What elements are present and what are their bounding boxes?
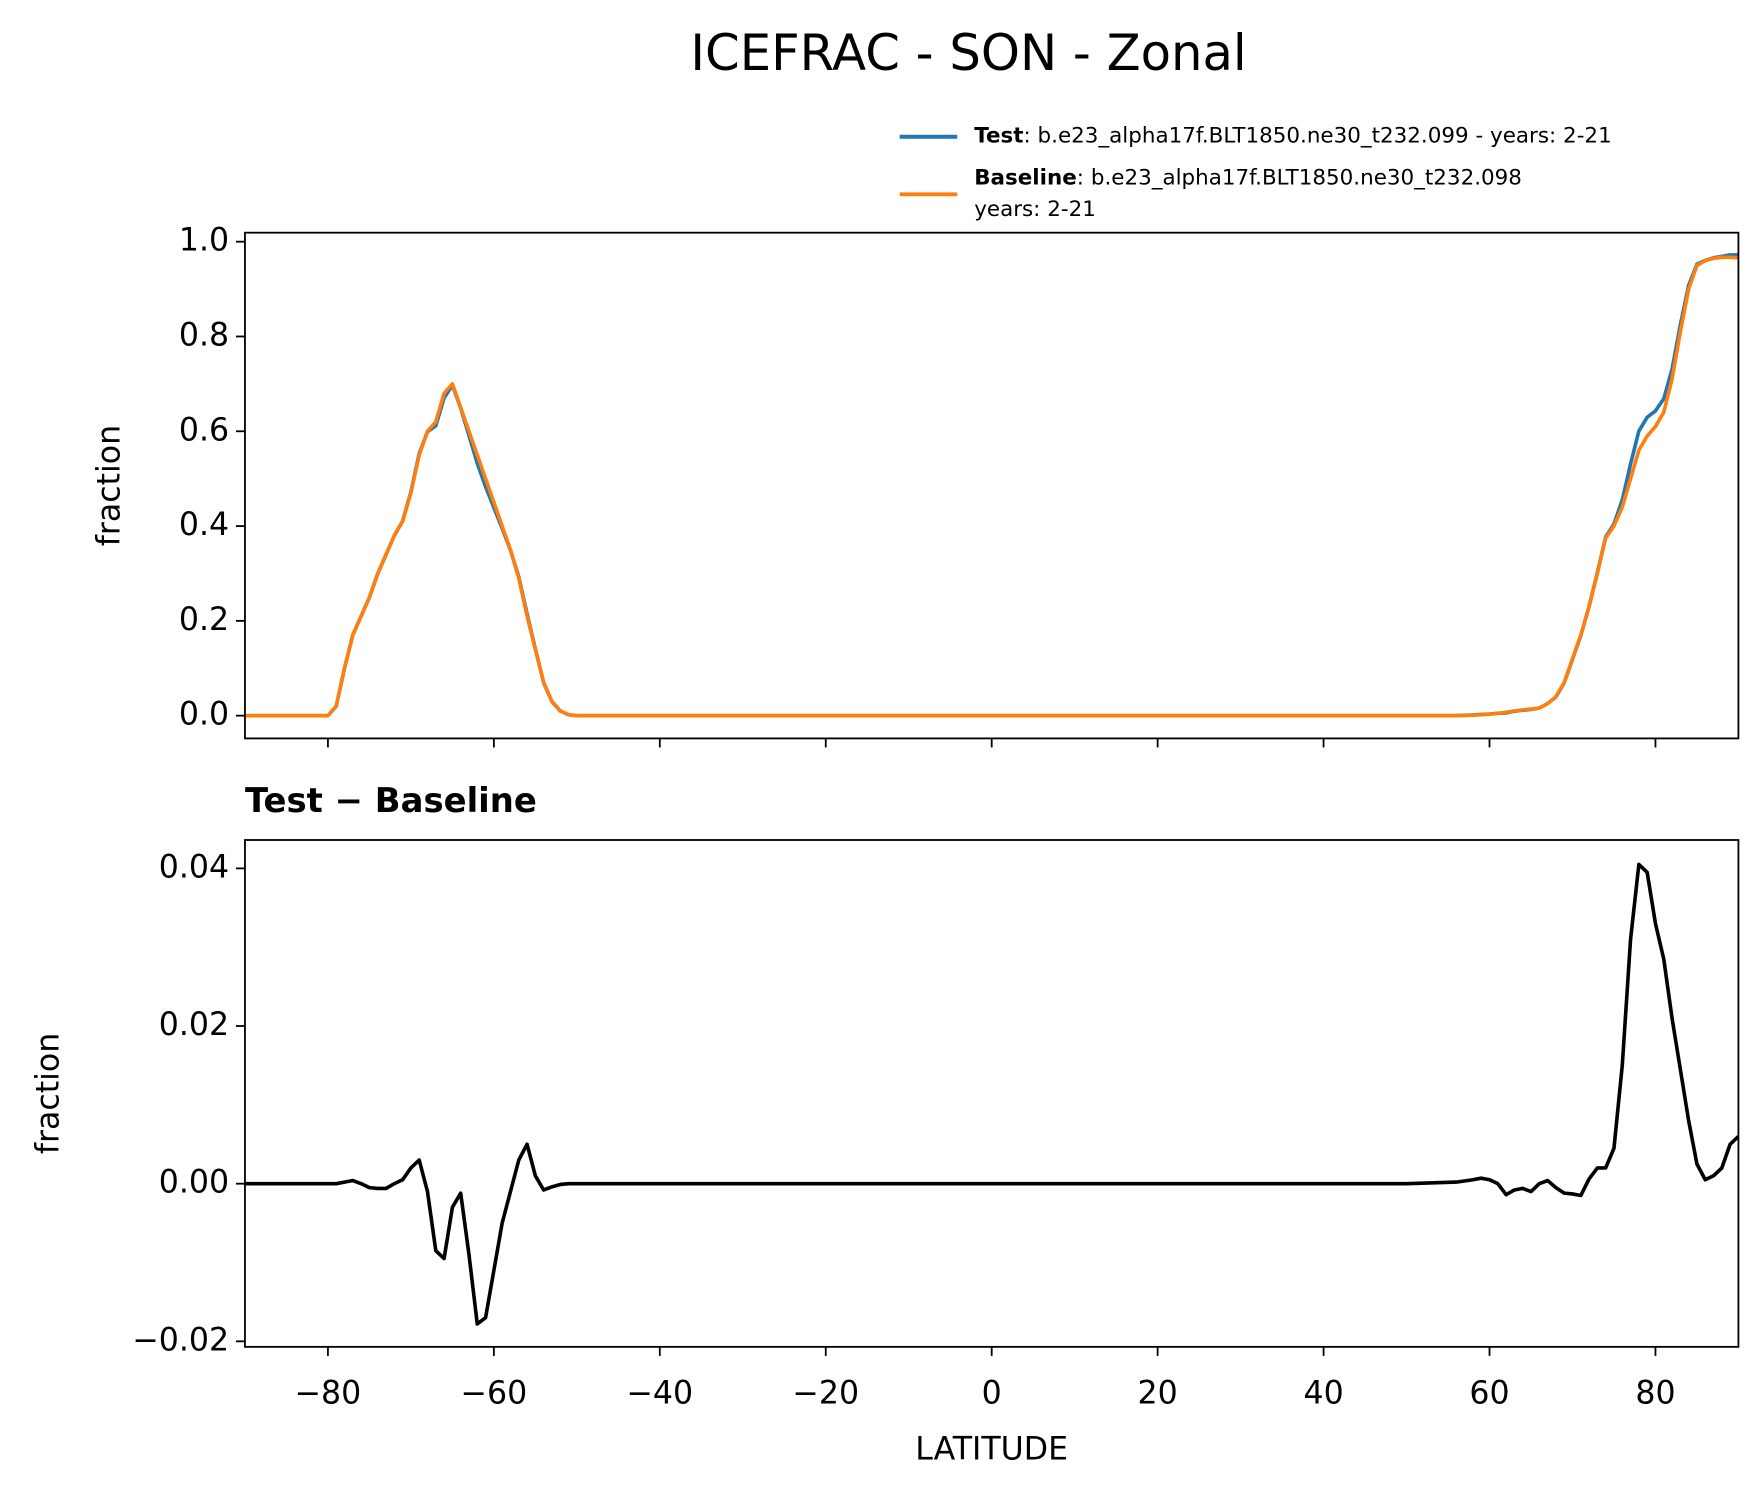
y-tick-label: 0.6 bbox=[179, 412, 229, 448]
y-axis-label: fraction bbox=[31, 1033, 67, 1154]
y-tick-label: 0.00 bbox=[159, 1165, 229, 1201]
y-tick-label: −0.02 bbox=[132, 1322, 229, 1358]
x-axis-label: LATITUDE bbox=[915, 1432, 1068, 1468]
data-line bbox=[244, 255, 1739, 718]
legend-name: Baseline bbox=[974, 165, 1077, 190]
y-tick-label: 0.04 bbox=[159, 849, 229, 885]
legend-label: Test: b.e23_alpha17f.BLT1850.ne30_t232.0… bbox=[974, 124, 1612, 149]
x-tick-label: 40 bbox=[1303, 1375, 1343, 1411]
y-tick-label: 0.02 bbox=[159, 1007, 229, 1043]
x-tick-label: 20 bbox=[1138, 1375, 1178, 1411]
y-tick-label: 0.2 bbox=[179, 602, 229, 638]
data-line bbox=[244, 862, 1739, 1326]
x-tick-label: 80 bbox=[1635, 1375, 1675, 1411]
legend-text: : b.e23_alpha17f.BLT1850.ne30_t232.098 bbox=[1077, 165, 1522, 190]
legend-text: years: 2-21 bbox=[974, 197, 1096, 222]
figure-title: ICEFRAC - SON - Zonal bbox=[690, 24, 1246, 82]
x-tick-label: −40 bbox=[626, 1375, 693, 1411]
legend-label: Baseline: b.e23_alpha17f.BLT1850.ne30_t2… bbox=[974, 165, 1522, 222]
legend-text: : b.e23_alpha17f.BLT1850.ne30_t232.099 -… bbox=[1024, 124, 1612, 149]
x-tick-label: −60 bbox=[461, 1375, 528, 1411]
y-tick-label: 0.0 bbox=[179, 697, 229, 733]
plot-frame bbox=[244, 231, 1740, 740]
y-tick-label: 0.8 bbox=[179, 317, 229, 353]
x-tick-label: −20 bbox=[792, 1375, 859, 1411]
x-tick-label: 0 bbox=[982, 1375, 1002, 1411]
plot-frame bbox=[244, 839, 1740, 1348]
x-tick-label: 60 bbox=[1469, 1375, 1509, 1411]
legend-name: Test bbox=[974, 124, 1023, 149]
y-tick-label: 0.4 bbox=[179, 507, 229, 543]
y-axis-label: fraction bbox=[92, 425, 128, 546]
subplot-title: Test − Baseline bbox=[245, 781, 537, 820]
y-tick-label: 1.0 bbox=[179, 223, 229, 259]
x-tick-label: −80 bbox=[295, 1375, 362, 1411]
